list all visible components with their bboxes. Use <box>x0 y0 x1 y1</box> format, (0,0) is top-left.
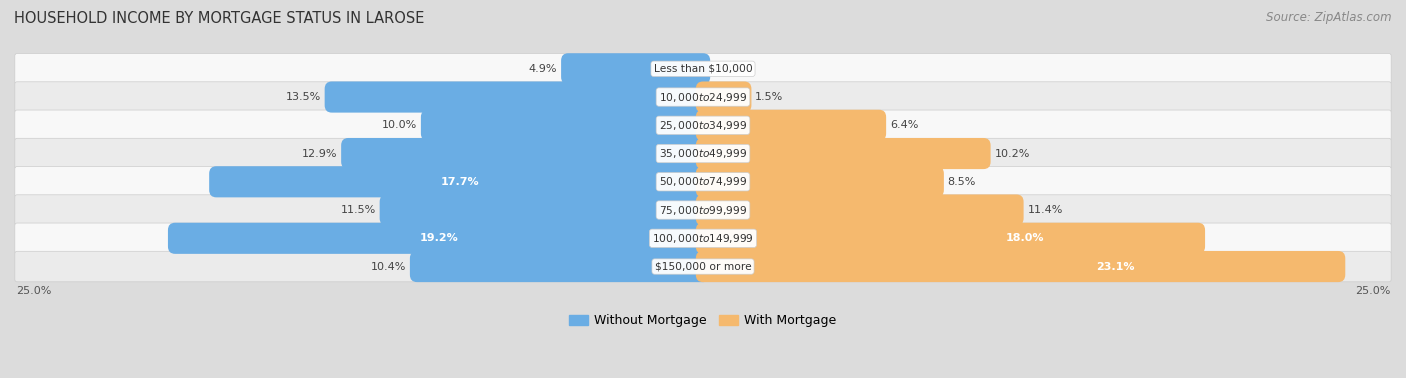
FancyBboxPatch shape <box>411 251 710 282</box>
FancyBboxPatch shape <box>696 110 886 141</box>
Text: 18.0%: 18.0% <box>1005 233 1043 243</box>
Text: Less than $10,000: Less than $10,000 <box>654 64 752 74</box>
Text: Source: ZipAtlas.com: Source: ZipAtlas.com <box>1267 11 1392 24</box>
FancyBboxPatch shape <box>696 166 943 197</box>
FancyBboxPatch shape <box>15 82 1391 112</box>
FancyBboxPatch shape <box>696 138 991 169</box>
FancyBboxPatch shape <box>15 167 1391 197</box>
Text: 4.9%: 4.9% <box>529 64 557 74</box>
Text: $150,000 or more: $150,000 or more <box>655 262 751 271</box>
Text: 12.9%: 12.9% <box>302 149 337 158</box>
FancyBboxPatch shape <box>420 110 710 141</box>
FancyBboxPatch shape <box>15 110 1391 141</box>
Text: 17.7%: 17.7% <box>440 177 479 187</box>
FancyBboxPatch shape <box>15 138 1391 169</box>
Legend: Without Mortgage, With Mortgage: Without Mortgage, With Mortgage <box>564 309 842 332</box>
Text: 1.5%: 1.5% <box>755 92 783 102</box>
Text: $10,000 to $24,999: $10,000 to $24,999 <box>659 91 747 104</box>
FancyBboxPatch shape <box>696 223 1205 254</box>
Text: 25.0%: 25.0% <box>1355 286 1391 296</box>
FancyBboxPatch shape <box>342 138 710 169</box>
FancyBboxPatch shape <box>209 166 710 197</box>
Text: 10.4%: 10.4% <box>371 262 406 271</box>
Text: 6.4%: 6.4% <box>890 120 918 130</box>
Text: 0.0%: 0.0% <box>714 64 742 74</box>
Text: 25.0%: 25.0% <box>15 286 51 296</box>
FancyBboxPatch shape <box>696 82 751 113</box>
FancyBboxPatch shape <box>15 251 1391 282</box>
Text: 11.4%: 11.4% <box>1028 205 1063 215</box>
Text: 19.2%: 19.2% <box>419 233 458 243</box>
Text: HOUSEHOLD INCOME BY MORTGAGE STATUS IN LAROSE: HOUSEHOLD INCOME BY MORTGAGE STATUS IN L… <box>14 11 425 26</box>
FancyBboxPatch shape <box>380 194 710 226</box>
Text: 10.2%: 10.2% <box>994 149 1029 158</box>
Text: 23.1%: 23.1% <box>1097 262 1135 271</box>
Text: $25,000 to $34,999: $25,000 to $34,999 <box>659 119 747 132</box>
Text: 8.5%: 8.5% <box>948 177 976 187</box>
Text: 11.5%: 11.5% <box>340 205 375 215</box>
FancyBboxPatch shape <box>325 82 710 113</box>
FancyBboxPatch shape <box>167 223 710 254</box>
FancyBboxPatch shape <box>15 54 1391 84</box>
Text: $50,000 to $74,999: $50,000 to $74,999 <box>659 175 747 188</box>
Text: 13.5%: 13.5% <box>285 92 321 102</box>
FancyBboxPatch shape <box>15 223 1391 254</box>
FancyBboxPatch shape <box>696 194 1024 226</box>
FancyBboxPatch shape <box>561 53 710 84</box>
Text: $75,000 to $99,999: $75,000 to $99,999 <box>659 203 747 217</box>
Text: $35,000 to $49,999: $35,000 to $49,999 <box>659 147 747 160</box>
Text: 10.0%: 10.0% <box>382 120 418 130</box>
FancyBboxPatch shape <box>15 195 1391 225</box>
Text: $100,000 to $149,999: $100,000 to $149,999 <box>652 232 754 245</box>
FancyBboxPatch shape <box>696 251 1346 282</box>
